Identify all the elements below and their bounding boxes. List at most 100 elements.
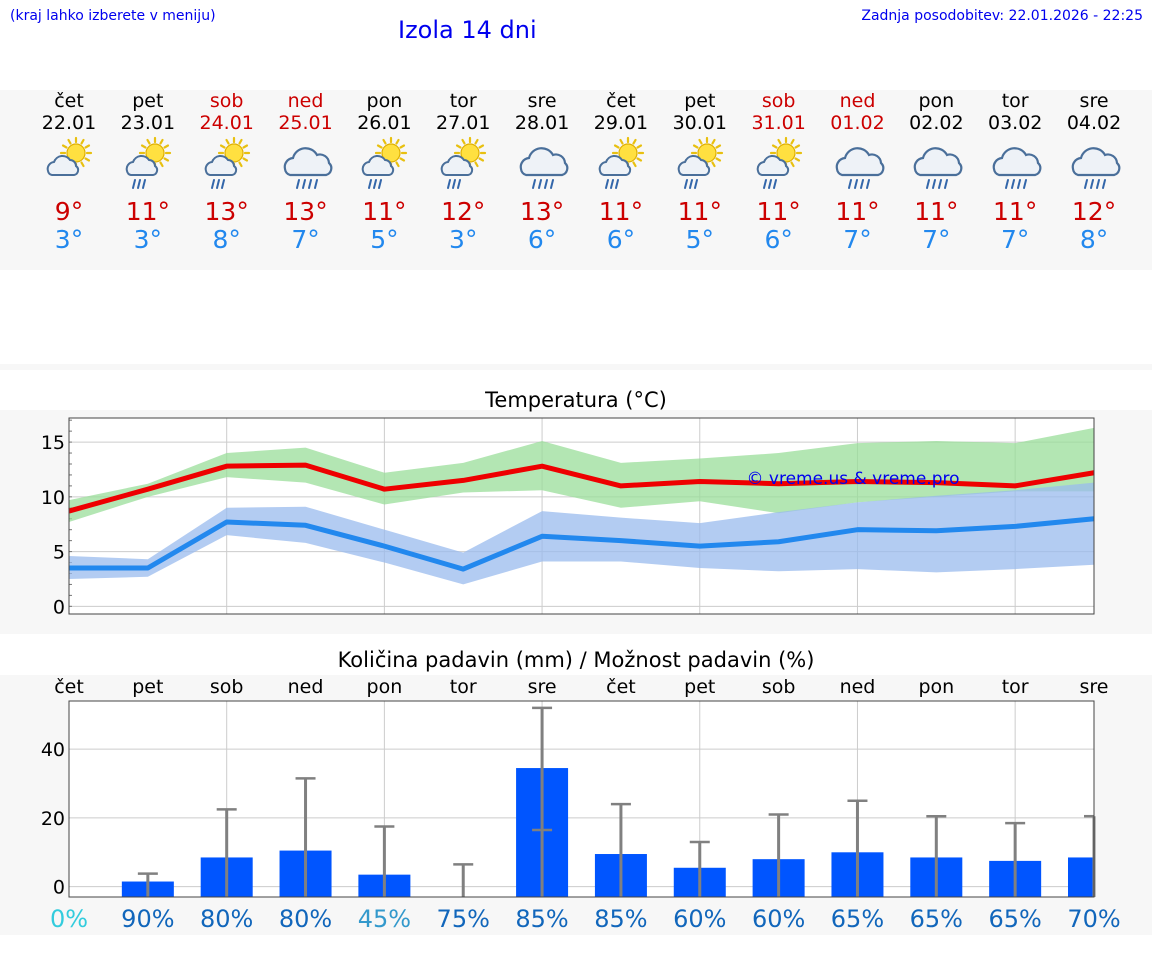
min-temp: 3°	[449, 225, 478, 254]
day-name: sob	[209, 90, 244, 112]
min-temp: 8°	[212, 225, 241, 254]
day-date: 23.01	[120, 112, 176, 134]
watermark: © vreme.us & vreme.pro	[746, 469, 959, 489]
day-column: pon 26.01 11° 5°	[345, 90, 423, 270]
day-name: čet	[606, 90, 636, 112]
day-name: sre	[527, 90, 557, 112]
partly-cloudy-icon	[42, 136, 98, 192]
partly-cloudy-rain-icon	[357, 136, 413, 192]
temperature-chart: 0 5 10 15 © vreme.us & vreme.pro	[41, 417, 1095, 618]
min-temp: 5°	[685, 225, 714, 254]
y-tick-label: 0	[53, 877, 65, 899]
precip-probability: 80%	[279, 905, 332, 933]
temperature-chart-title: Temperatura (°C)	[485, 388, 667, 412]
day-date: 04.02	[1066, 112, 1122, 134]
y-tick-label: 10	[41, 487, 65, 509]
day-column: čet 29.01 11° 6°	[582, 90, 660, 270]
daily-forecast-strip: čet 22.01 9° 3° pet 23.01 11° 3° sob 24.01 13° 8° ne…	[0, 90, 1152, 270]
day-name: tor	[1001, 90, 1029, 112]
min-temp: 6°	[606, 225, 636, 254]
day-date: 26.01	[357, 112, 412, 134]
partly-cloudy-rain-icon	[200, 136, 256, 192]
cloudy-rain-icon	[515, 136, 571, 192]
precip-probability: 65%	[910, 905, 963, 933]
precipitation-chart: 0 20 40 čet pet sob ned pon tor sre čet pet sob ned po…	[41, 676, 1121, 933]
x-day-label: pet	[132, 676, 163, 698]
precip-probability: 65%	[831, 905, 884, 933]
min-temp: 7°	[922, 225, 951, 254]
max-temp: 11°	[993, 197, 1038, 226]
y-tick-label: 5	[53, 542, 65, 564]
x-day-label: tor	[1002, 676, 1029, 698]
day-column: ned 01.02 11° 7°	[819, 90, 897, 270]
day-name: čet	[54, 90, 84, 112]
min-temp: 8°	[1079, 225, 1109, 254]
max-temp: 11°	[756, 197, 801, 226]
day-column: sob 24.01 13° 8°	[188, 90, 266, 270]
max-temp: 13°	[204, 197, 249, 226]
max-temp: 12°	[441, 197, 486, 226]
x-day-label: pet	[684, 676, 715, 698]
location-hint[interactable]: (kraj lahko izberete v meniju)	[10, 8, 216, 24]
partly-cloudy-rain-icon	[121, 136, 177, 192]
day-name: pet	[684, 90, 716, 112]
min-temp-line	[69, 516, 1095, 572]
day-column: tor 27.01 12° 3°	[424, 90, 502, 270]
max-temp: 12°	[1071, 197, 1117, 226]
day-column: pon 02.02 11° 7°	[897, 90, 975, 270]
day-date: 31.01	[751, 112, 806, 134]
precip-probability: 90%	[121, 905, 174, 933]
x-day-label: pon	[918, 676, 954, 698]
partly-cloudy-rain-icon	[673, 136, 729, 192]
precip-probability: 60%	[752, 905, 805, 933]
min-temp: 7°	[291, 225, 320, 254]
max-temp-line	[68, 462, 1095, 514]
day-name: pon	[366, 90, 403, 112]
precip-probability: 85%	[515, 905, 568, 933]
max-temp: 11°	[598, 197, 644, 226]
min-temp: 3°	[133, 225, 163, 254]
min-temp: 7°	[1000, 225, 1030, 254]
y-tick-label: 20	[41, 808, 65, 830]
cloudy-rain-icon	[1067, 136, 1123, 192]
min-temp: 7°	[843, 225, 872, 254]
x-day-label: tor	[450, 676, 477, 698]
day-column: pet 30.01 11° 5°	[661, 90, 739, 270]
day-column: čet 22.01 9° 3°	[30, 90, 108, 270]
day-name: pon	[918, 90, 955, 112]
day-date: 24.01	[199, 112, 254, 134]
precip-bar	[1068, 857, 1094, 897]
max-temp: 13°	[283, 197, 328, 226]
precip-probability: 75%	[437, 905, 490, 933]
max-temp: 11°	[125, 197, 170, 226]
day-date: 29.01	[593, 112, 649, 134]
divider	[0, 364, 1152, 370]
max-temp: 13°	[519, 197, 565, 226]
x-day-label: sob	[762, 676, 796, 698]
precip-probability: 60%	[673, 905, 726, 933]
x-day-label: sre	[528, 676, 557, 698]
min-temp: 3°	[54, 225, 84, 254]
max-temp: 11°	[914, 197, 959, 226]
plot-frame	[68, 417, 1095, 615]
day-date: 25.01	[278, 112, 333, 134]
day-column: pet 23.01 11° 3°	[109, 90, 187, 270]
x-day-label: ned	[840, 676, 876, 698]
precip-chart-title: Količina padavin (mm) / Možnost padavin …	[337, 648, 815, 672]
precip-probability: 70%	[1067, 905, 1120, 933]
day-date: 27.01	[436, 112, 491, 134]
x-day-label: čet	[54, 676, 84, 698]
y-tick-label: 0	[53, 596, 65, 618]
plot-frame	[68, 700, 1095, 898]
day-name: ned	[839, 90, 876, 112]
min-temp-band	[69, 482, 1094, 585]
day-column: sre 04.02 12° 8°	[1055, 90, 1133, 270]
precip-probability: 65%	[988, 905, 1041, 933]
day-column: sob 31.01 11° 6°	[740, 90, 818, 270]
partly-cloudy-rain-icon	[436, 136, 492, 192]
x-day-label: sob	[210, 676, 244, 698]
day-name: ned	[287, 90, 324, 112]
day-name: sob	[761, 90, 796, 112]
x-day-label: sre	[1080, 676, 1109, 698]
min-temp: 5°	[370, 225, 399, 254]
